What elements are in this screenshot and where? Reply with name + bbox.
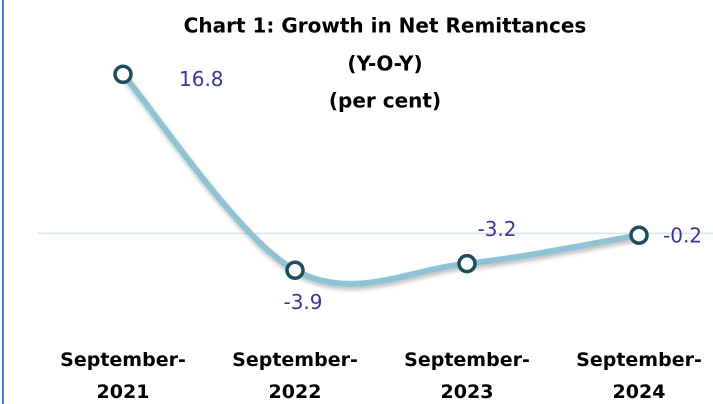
value-label: 16.8: [179, 67, 224, 91]
chart-title: (per cent): [329, 89, 441, 113]
value-label: -0.2: [663, 224, 702, 248]
point-marker: [457, 253, 477, 274]
x-tick-label: September-2023: [404, 349, 530, 403]
point-marker: [629, 225, 649, 245]
series-line: [120, 71, 642, 287]
chart-title: (Y-O-Y): [347, 52, 422, 76]
x-tick-label: September-2022: [232, 349, 358, 403]
chart-title: Chart 1: Growth in Net Remittances: [184, 14, 587, 38]
value-label: -3.2: [477, 217, 516, 241]
x-tick-label: September-2024: [576, 349, 702, 403]
x-tick-label: September-2021: [60, 349, 186, 403]
point-marker: [113, 64, 133, 85]
point-marker: [285, 260, 305, 281]
value-label: -3.9: [283, 290, 322, 314]
